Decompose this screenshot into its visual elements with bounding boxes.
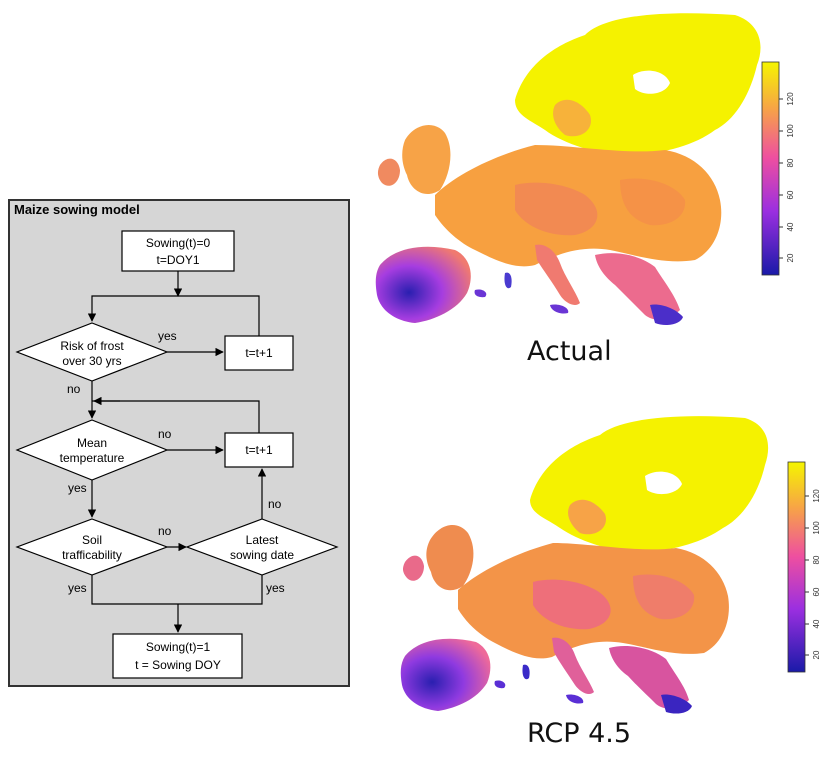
frost-line1: Risk of frost — [60, 339, 124, 353]
flowchart-diagram: Sowing(t)=0 t=DOY1 Risk of frost over 30… — [15, 230, 339, 679]
start-box-line2: t=DOY1 — [156, 253, 199, 267]
increment-box-1 — [224, 335, 294, 371]
legend-tick-60: 60 — [812, 587, 821, 596]
legend-ticks-actual: 20 40 60 80 100 120 — [779, 92, 795, 262]
legend-tick-100: 100 — [812, 521, 821, 535]
frost-no-label: no — [67, 382, 81, 396]
latest-yes-label: yes — [266, 581, 285, 595]
legend-bar-actual — [761, 61, 780, 276]
map-actual: 20 40 60 80 100 120 — [375, 13, 795, 325]
flowchart-title: Maize sowing model — [14, 202, 140, 217]
latest-no-label: no — [268, 497, 282, 511]
legend-tick-60: 60 — [786, 190, 795, 199]
mean-line2: temperature — [60, 451, 125, 465]
mean-no-label: no — [158, 427, 172, 441]
mean-temp-diamond — [15, 419, 169, 481]
latest-line2: sowing date — [230, 548, 294, 562]
merge-line — [91, 575, 263, 605]
frost-line2: over 30 yrs — [62, 354, 121, 368]
mean-yes-label: yes — [68, 481, 87, 495]
map-caption-rcp45: RCP 4.5 — [527, 718, 632, 749]
soil-yes-label: yes — [68, 581, 87, 595]
legend-tick-80: 80 — [812, 555, 821, 564]
legend-tick-100: 100 — [786, 124, 795, 138]
latest-sowing-diamond — [185, 518, 339, 576]
increment-2-label: t=t+1 — [245, 443, 273, 457]
legend-tick-40: 40 — [786, 222, 795, 231]
increment-1-label: t=t+1 — [245, 346, 273, 360]
legend-ticks-rcp45: 20 40 60 80 100 120 — [805, 489, 821, 659]
legend-bar-rcp45 — [787, 461, 806, 673]
soil-line2: trafficability — [62, 548, 122, 562]
europe-landmass-actual — [375, 13, 761, 325]
start-box-line1: Sowing(t)=0 — [146, 236, 211, 250]
legend-tick-120: 120 — [812, 489, 821, 503]
soil-no-label: no — [158, 524, 172, 538]
loop-arrow-1 — [87, 295, 260, 336]
end-box — [112, 633, 243, 679]
loop-arrow-2 — [92, 400, 260, 433]
europe-landmass-rcp45 — [400, 416, 769, 714]
end-box-line2: t = Sowing DOY — [135, 658, 221, 672]
mean-line1: Mean — [77, 436, 107, 450]
legend-tick-80: 80 — [786, 158, 795, 167]
legend-tick-20: 20 — [786, 253, 795, 262]
latest-line1: Latest — [246, 533, 279, 547]
map-caption-actual: Actual — [527, 336, 612, 367]
end-box-line1: Sowing(t)=1 — [146, 640, 211, 654]
legend-tick-120: 120 — [786, 92, 795, 106]
increment-box-2 — [224, 432, 294, 468]
map-rcp45: 20 40 60 80 100 120 — [400, 416, 821, 714]
soil-diamond — [15, 518, 169, 576]
legend-tick-20: 20 — [812, 650, 821, 659]
legend-tick-40: 40 — [812, 619, 821, 628]
soil-line1: Soil — [82, 533, 102, 547]
frost-yes-label: yes — [158, 329, 177, 343]
